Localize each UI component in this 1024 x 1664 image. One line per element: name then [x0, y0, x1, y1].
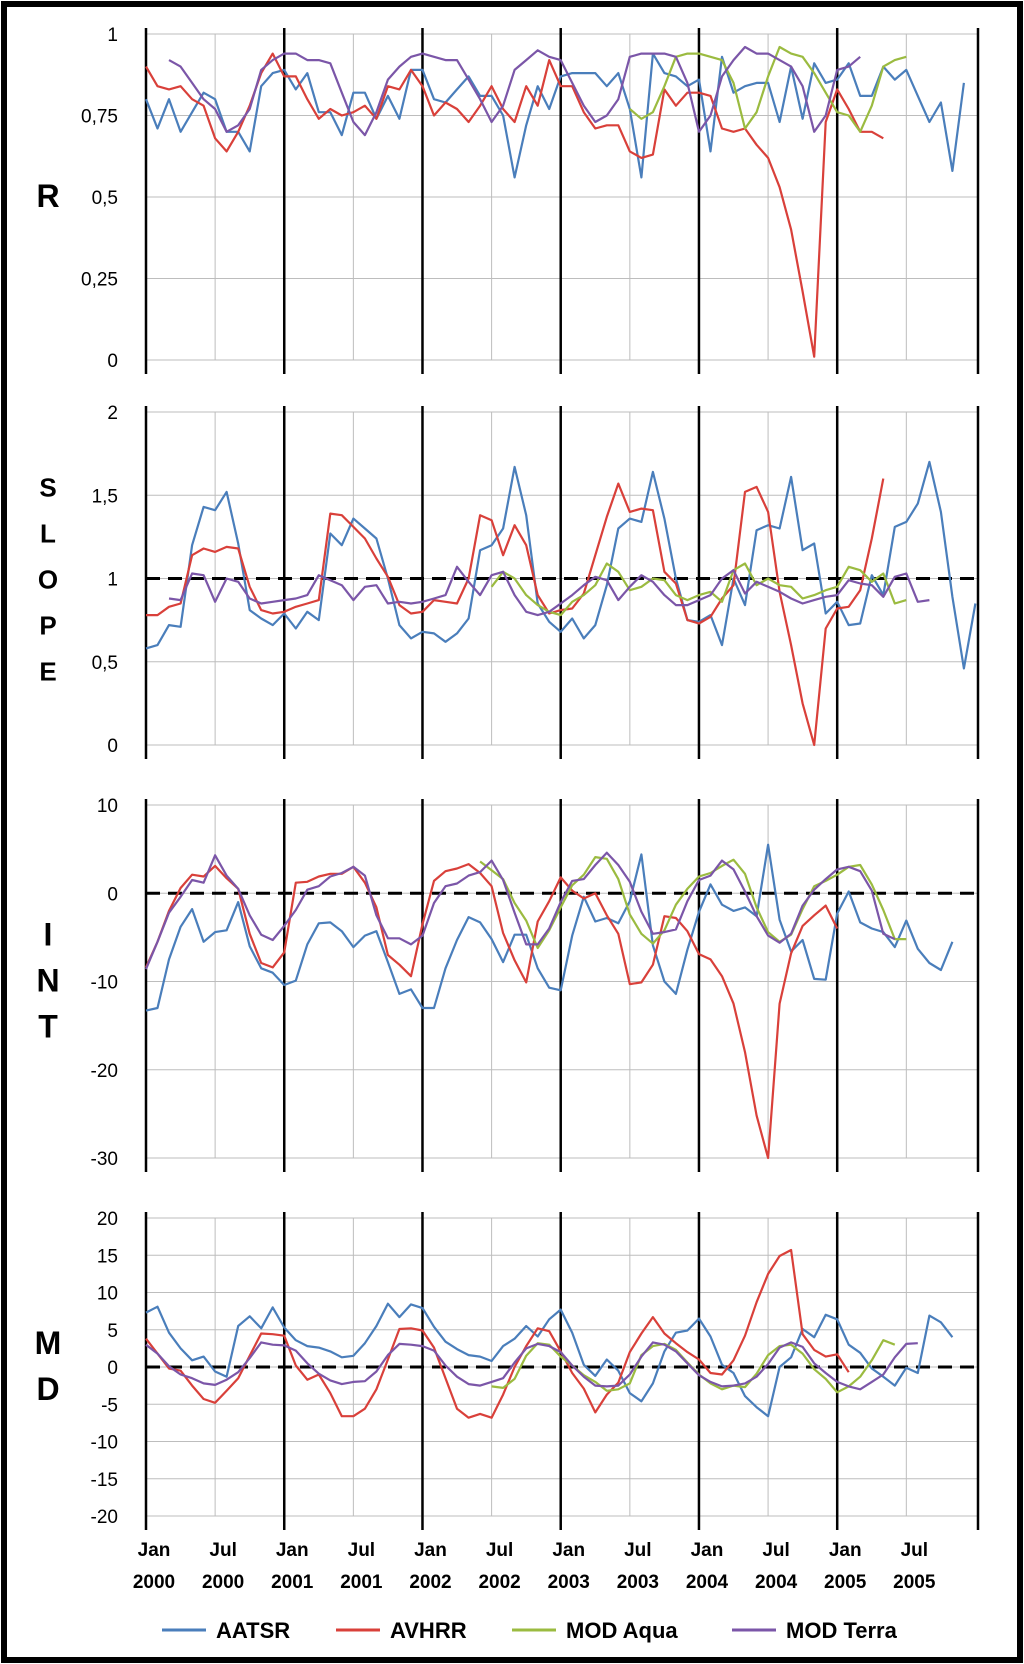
y-tick-label: -15	[91, 1470, 118, 1491]
y-tick-label: -10	[91, 973, 118, 994]
panel-label-letter: M	[35, 1325, 62, 1361]
y-tick-label: 0	[107, 1358, 118, 1379]
x-tick-month: Jan	[276, 1540, 309, 1561]
x-tick-month: Jan	[414, 1540, 447, 1561]
y-tick-label: -10	[91, 1433, 118, 1454]
panel-label-letter: L	[40, 519, 56, 549]
panel-label-letter: O	[38, 565, 58, 595]
panel-R: 1 0,75 0,5 0,25 0 R	[36, 25, 980, 374]
series-line-avhrr	[145, 52, 884, 358]
panel-label-letter: I	[44, 917, 53, 953]
y-tick-label: -30	[91, 1149, 118, 1170]
y-tick-label: 1	[107, 570, 118, 591]
y-tick-label: 1,5	[92, 486, 118, 507]
x-tick-year: 2004	[686, 1572, 729, 1593]
series-line-mod-terra	[144, 851, 896, 970]
panel-label-letter: E	[39, 657, 56, 687]
y-tick-label: 15	[97, 1246, 118, 1267]
x-tick-year: 2002	[409, 1572, 451, 1593]
series-line-mod-terra	[168, 565, 930, 617]
panel-label-letter: P	[39, 611, 56, 641]
series-line-aatsr	[145, 460, 977, 670]
x-tick-month: Jul	[901, 1540, 928, 1561]
y-tick-label: 0,5	[92, 653, 118, 674]
legend-label-aatsr: AATSR	[216, 1618, 290, 1643]
panel-INT: 10 0 -10 -20 -30 INT	[36, 796, 980, 1172]
panel-label-letter: S	[39, 473, 56, 503]
x-tick-year: 2003	[548, 1572, 590, 1593]
x-tick-month: Jan	[691, 1540, 724, 1561]
x-axis: Jan 2000 Jul 2000 Jan 2001 Jul 2001 Jan 2002 Jul 20…	[133, 1540, 936, 1593]
series-line-mod-terra	[168, 45, 861, 137]
x-tick-month: Jan	[829, 1540, 862, 1561]
y-tick-label: 10	[97, 1284, 118, 1305]
legend: AATSR AVHRR MOD Aqua MOD Terra	[162, 1618, 898, 1643]
x-tick-year: 2004	[755, 1572, 798, 1593]
panel-MD: 20 15 10 5 0 -5 -10 -15 -20 MD	[35, 1209, 980, 1530]
legend-label-mod-terra: MOD Terra	[786, 1618, 898, 1643]
x-tick-month: Jul	[624, 1540, 651, 1561]
legend-label-mod-aqua: MOD Aqua	[566, 1618, 678, 1643]
y-tick-label: 0	[107, 884, 118, 905]
legend-label-avhrr: AVHRR	[390, 1618, 467, 1643]
y-tick-label: -20	[91, 1061, 118, 1082]
y-tick-label: 20	[97, 1209, 118, 1230]
x-tick-month: Jan	[138, 1540, 171, 1561]
panel-label-letter: D	[36, 1371, 59, 1407]
x-tick-year: 2005	[824, 1572, 867, 1593]
series-line-aatsr	[145, 843, 954, 1012]
panel-label-letter: T	[38, 1009, 58, 1045]
y-tick-label: 0,75	[81, 107, 118, 128]
y-tick-label: -20	[91, 1507, 118, 1528]
x-tick-month: Jan	[552, 1540, 585, 1561]
x-tick-month: Jul	[486, 1540, 513, 1561]
y-tick-label: 0,25	[81, 270, 118, 291]
series-line-aatsr	[145, 1302, 954, 1418]
x-tick-month: Jul	[348, 1540, 375, 1561]
y-tick-label: -5	[101, 1395, 118, 1416]
y-tick-label: 0	[107, 736, 118, 757]
y-tick-label: 0	[107, 351, 118, 372]
series-line-mod-aqua	[490, 562, 907, 617]
y-tick-label: 0,5	[92, 188, 118, 209]
series-line-avhrr	[144, 862, 839, 1160]
x-tick-month: Jul	[762, 1540, 789, 1561]
y-tick-label: 1	[107, 25, 118, 46]
x-tick-year: 2001	[340, 1572, 383, 1593]
series-line-mod-terra	[145, 1341, 918, 1391]
series-line-avhrr	[145, 1248, 850, 1419]
x-tick-year: 2001	[271, 1572, 314, 1593]
x-tick-year: 2005	[893, 1572, 936, 1593]
y-tick-label: 5	[107, 1321, 118, 1342]
panel-label-letter: R	[36, 178, 59, 214]
y-tick-label: 2	[107, 403, 118, 424]
panel-label-letter: N	[36, 963, 59, 999]
x-tick-year: 2000	[202, 1572, 244, 1593]
x-tick-month: Jul	[209, 1540, 236, 1561]
x-tick-year: 2000	[133, 1572, 175, 1593]
x-tick-year: 2002	[478, 1572, 520, 1593]
x-tick-year: 2003	[617, 1572, 659, 1593]
series-line-avhrr	[146, 478, 885, 747]
y-tick-label: 10	[97, 796, 118, 817]
